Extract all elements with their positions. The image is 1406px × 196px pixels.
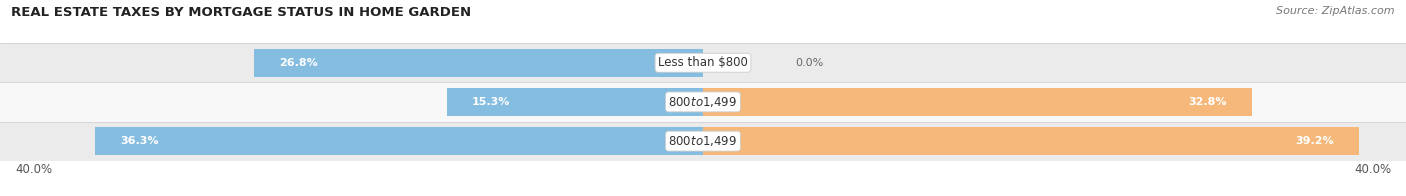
Text: 26.8%: 26.8% bbox=[280, 58, 318, 68]
Text: REAL ESTATE TAXES BY MORTGAGE STATUS IN HOME GARDEN: REAL ESTATE TAXES BY MORTGAGE STATUS IN … bbox=[11, 6, 471, 19]
Bar bbox=[703, 127, 1360, 155]
Bar bbox=[447, 88, 703, 116]
Bar bbox=[703, 88, 1251, 116]
Bar bbox=[254, 49, 703, 77]
Text: Less than $800: Less than $800 bbox=[658, 56, 748, 69]
Bar bbox=[96, 127, 703, 155]
Text: 32.8%: 32.8% bbox=[1188, 97, 1227, 107]
Bar bbox=[0, 43, 1406, 82]
Text: 36.3%: 36.3% bbox=[121, 136, 159, 146]
Bar bbox=[0, 122, 1406, 161]
Text: $800 to $1,499: $800 to $1,499 bbox=[668, 95, 738, 109]
Bar bbox=[0, 82, 1406, 122]
Text: 0.0%: 0.0% bbox=[794, 58, 824, 68]
Text: 15.3%: 15.3% bbox=[472, 97, 510, 107]
Text: 39.2%: 39.2% bbox=[1295, 136, 1334, 146]
Text: Source: ZipAtlas.com: Source: ZipAtlas.com bbox=[1277, 6, 1395, 16]
Text: $800 to $1,499: $800 to $1,499 bbox=[668, 134, 738, 148]
